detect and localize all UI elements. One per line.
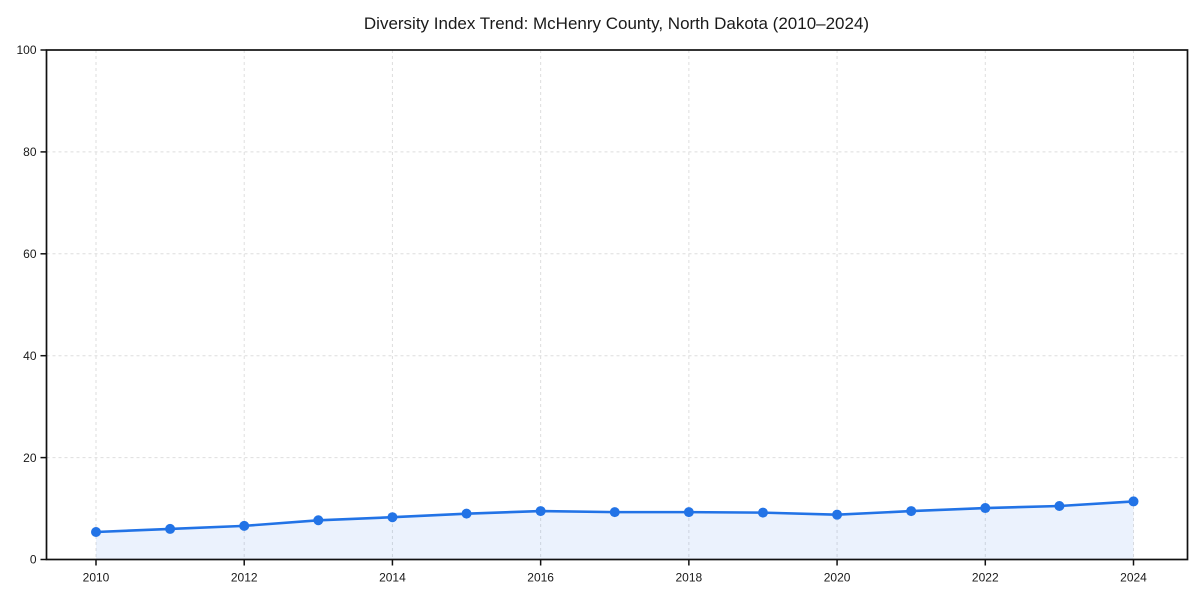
data-point [535, 506, 546, 517]
data-point [313, 515, 324, 526]
data-point [609, 507, 620, 518]
x-tick-label: 2010 [83, 571, 110, 585]
data-point [757, 507, 768, 518]
data-point [239, 520, 250, 531]
x-tick-label: 2022 [972, 571, 999, 585]
y-tick-label: 80 [23, 145, 37, 159]
data-point [1128, 496, 1139, 507]
plot-border [45, 49, 1189, 561]
x-tick-label: 2024 [1120, 571, 1147, 585]
chart-title: Diversity Index Trend: McHenry County, N… [363, 14, 870, 33]
series-area-fill [96, 501, 1134, 560]
data-point [832, 509, 843, 520]
data-point [683, 507, 694, 518]
x-tick-label: 2020 [824, 571, 851, 585]
y-tick-label: 20 [23, 451, 37, 465]
data-point [387, 512, 398, 523]
data-point [165, 523, 176, 534]
data-point [91, 526, 101, 537]
data-point [980, 503, 991, 514]
y-tick-label: 60 [23, 247, 37, 261]
x-tick-label: 2018 [676, 571, 703, 585]
y-tick-label: 100 [16, 43, 36, 57]
y-tick-label: 40 [23, 349, 37, 363]
data-point [906, 506, 917, 517]
data-point [461, 508, 472, 519]
x-tick-label: 2016 [527, 571, 554, 585]
data-point [1054, 501, 1065, 512]
x-tick-label: 2014 [379, 571, 406, 585]
x-tick-label: 2012 [231, 571, 258, 585]
y-tick-label: 0 [30, 553, 37, 567]
